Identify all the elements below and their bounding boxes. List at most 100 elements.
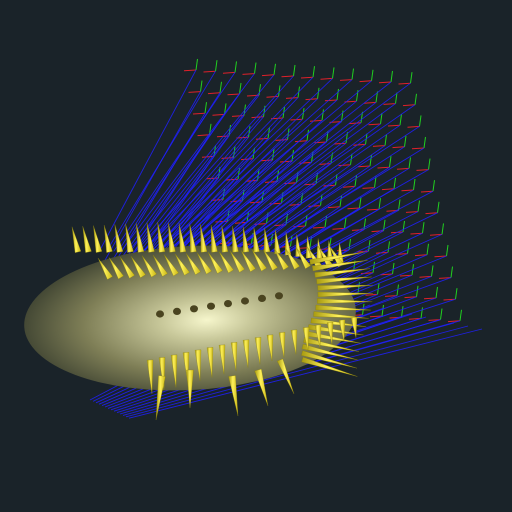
cone-marker — [302, 327, 310, 352]
frame-x-axis — [305, 98, 318, 101]
coordinate-frame — [308, 194, 323, 207]
cone-marker — [82, 226, 92, 253]
frame-x-axis — [353, 143, 366, 146]
coordinate-frame — [410, 222, 425, 235]
frame-x-axis — [312, 226, 326, 229]
cone-marker — [207, 251, 223, 274]
frame-y-axis — [293, 64, 296, 77]
frame-y-axis — [446, 244, 449, 257]
frame-y-axis — [351, 68, 354, 80]
coordinate-frame — [408, 307, 423, 320]
cone-marker — [146, 359, 154, 395]
coordinate-frame — [447, 309, 462, 323]
frame-y-axis — [396, 284, 399, 296]
frame-x-axis — [308, 205, 321, 207]
frame-y-axis — [306, 129, 309, 141]
cone-marker — [232, 226, 239, 253]
frame-y-axis — [287, 128, 290, 140]
frame-x-axis — [383, 103, 396, 105]
cone-marker — [317, 298, 373, 304]
frame-x-axis — [303, 183, 317, 186]
frame-x-axis — [399, 274, 413, 277]
frame-x-axis — [398, 82, 411, 85]
frame-y-axis — [336, 88, 339, 101]
cone-marker — [254, 337, 262, 365]
cone-marker — [313, 311, 369, 319]
cone-marker — [206, 347, 214, 378]
coordinate-frame — [398, 72, 413, 85]
frame-y-axis — [239, 82, 242, 95]
cone-marker — [254, 368, 269, 407]
frame-y-axis — [312, 66, 315, 78]
cone-base-dot — [173, 307, 181, 315]
cone-marker — [242, 226, 250, 253]
cone-base-dot — [275, 292, 283, 300]
coordinate-frame — [416, 158, 431, 171]
coordinate-frame — [423, 286, 438, 300]
frame-x-axis — [212, 113, 225, 116]
coordinate-frame — [327, 195, 342, 209]
frame-x-axis — [261, 74, 275, 77]
cone-marker — [263, 227, 271, 253]
frame-x-axis — [333, 142, 347, 145]
coordinate-frame — [387, 114, 402, 127]
frame-y-axis — [420, 307, 423, 319]
coordinate-frame — [438, 266, 453, 279]
cone-marker — [170, 354, 178, 388]
frame-x-axis — [242, 73, 255, 75]
cone-base-dot — [241, 297, 249, 305]
coordinate-frame — [222, 61, 237, 74]
cone-marker — [229, 250, 245, 273]
cone-marker — [350, 317, 358, 338]
frame-x-axis — [392, 146, 405, 149]
coordinate-frame — [425, 201, 440, 215]
cone-marker — [108, 257, 124, 280]
frame-y-axis — [254, 62, 257, 74]
frame-x-axis — [227, 93, 240, 96]
coordinate-frame — [332, 217, 347, 230]
frame-x-axis — [320, 77, 333, 80]
frame-x-axis — [378, 81, 392, 84]
cone-marker — [97, 257, 113, 280]
frame-x-axis — [201, 155, 215, 158]
frame-y-axis — [219, 81, 222, 93]
frame-x-axis — [410, 232, 423, 235]
coordinate-frame — [368, 112, 383, 126]
coordinate-frame — [407, 115, 422, 128]
frame-x-axis — [404, 296, 417, 299]
frame-z-axis-line — [99, 69, 197, 251]
frame-x-axis — [338, 164, 351, 167]
frame-y-axis — [417, 200, 420, 212]
coordinate-frame — [369, 304, 384, 318]
frame-x-axis — [309, 119, 323, 122]
frame-y-axis — [422, 222, 425, 234]
cone-marker — [196, 252, 212, 275]
frame-y-axis — [401, 306, 404, 318]
coordinate-frame — [384, 284, 399, 297]
coordinate-frame — [309, 109, 324, 122]
frame-y-axis — [432, 180, 435, 192]
frame-y-axis — [372, 261, 375, 273]
cone-marker — [141, 255, 157, 278]
cone-marker — [314, 268, 370, 278]
frame-y-axis — [317, 87, 320, 99]
frame-x-axis — [425, 212, 438, 215]
cone-marker — [103, 224, 113, 253]
frame-y-axis — [320, 194, 323, 206]
cone-marker — [315, 304, 371, 311]
cone-marker — [317, 291, 373, 298]
frame-z-axis-line — [114, 114, 225, 275]
frame-x-axis — [365, 293, 378, 296]
coordinate-frame — [183, 58, 198, 72]
frame-y-axis — [402, 220, 405, 233]
coordinate-frame — [281, 64, 296, 78]
frame-x-axis — [363, 101, 377, 104]
coordinate-frame — [266, 85, 281, 98]
frame-x-axis — [368, 123, 381, 126]
cone-marker — [189, 223, 197, 253]
frame-y-axis — [413, 178, 416, 191]
frame-x-axis — [318, 163, 332, 165]
frame-y-axis — [234, 61, 237, 73]
cone-marker — [146, 222, 155, 253]
